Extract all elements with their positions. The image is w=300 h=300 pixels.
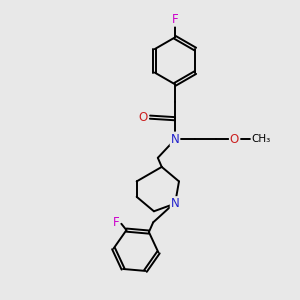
Text: N: N	[171, 197, 179, 210]
Text: O: O	[139, 111, 148, 124]
Text: F: F	[172, 13, 178, 26]
Text: O: O	[230, 133, 239, 146]
Text: N: N	[171, 133, 179, 146]
Text: CH₃: CH₃	[251, 134, 271, 144]
Text: F: F	[112, 216, 119, 229]
